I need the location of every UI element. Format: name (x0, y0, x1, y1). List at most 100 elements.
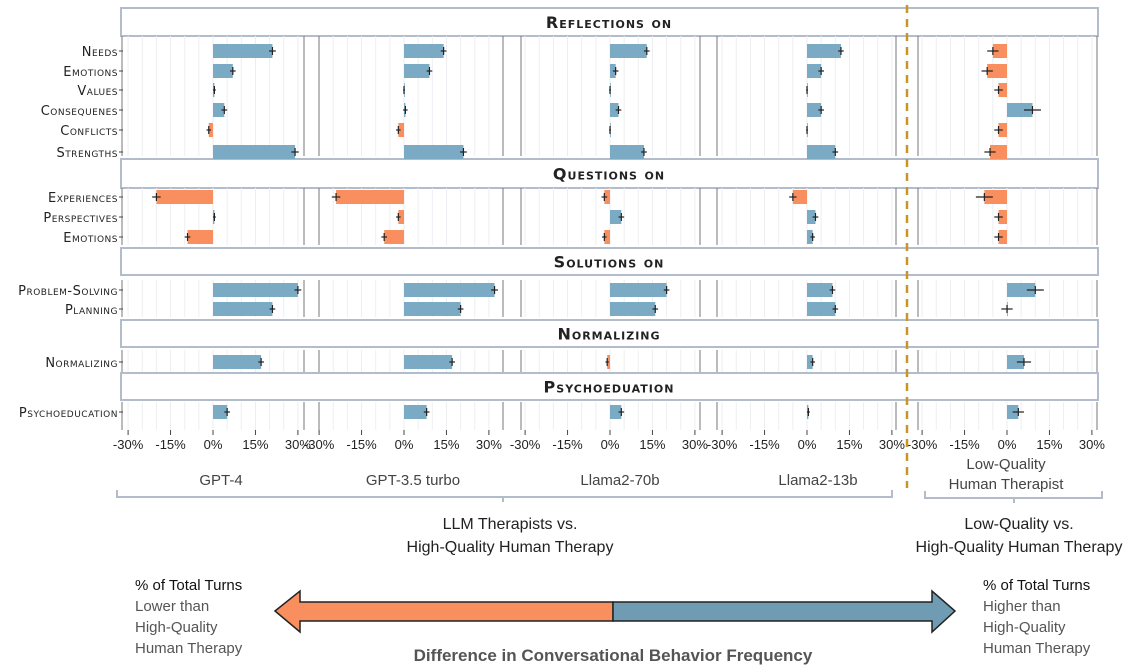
x-tick-label: 0% (998, 437, 1017, 452)
x-tick-label: 30% (285, 437, 311, 452)
x-tick-label: -15% (155, 437, 186, 452)
x-tick-label: 15% (242, 437, 268, 452)
bar-strengths-2 (610, 145, 644, 159)
panel-name-2: Llama2-70b (580, 472, 659, 489)
panel-4-4 (917, 402, 1098, 430)
panel-4-3 (716, 402, 897, 430)
legend-left-line2: High-Quality (135, 619, 218, 636)
panel-0-4 (917, 36, 1098, 159)
x-tick-label: 15% (639, 437, 665, 452)
bar-problem-solving-2 (610, 283, 667, 297)
section-banner-4 (120, 372, 1099, 401)
arrow-lower (273, 589, 614, 634)
row-label: Conflicts (60, 124, 118, 139)
row-label: Strengths (56, 146, 118, 161)
bar-experiences-2 (604, 190, 610, 204)
bar-emotions-4 (987, 64, 1007, 78)
bar-normalizing-3 (807, 355, 813, 369)
x-tick-label: 30% (682, 437, 708, 452)
bar-emotions-2 (610, 64, 616, 78)
x-tick-label: -30% (907, 437, 938, 452)
panel-0-2 (520, 36, 701, 159)
panel-0-1 (318, 36, 504, 159)
section-title-2: Solutions on (554, 253, 665, 272)
x-tick-label: -15% (552, 437, 583, 452)
row-label: Problem-Solving (18, 284, 118, 299)
bar-planning-2 (610, 302, 656, 316)
panel-4-2 (520, 402, 701, 430)
row-label: Perspectives (43, 211, 118, 226)
panel-1-3 (716, 188, 897, 245)
bar-psychoeducation-2 (610, 405, 622, 419)
x-tick-label: 30% (1079, 437, 1105, 452)
panel-name-0: GPT-4 (199, 472, 242, 489)
bar-consequenes-4 (1007, 103, 1033, 117)
panel-name-1: GPT-3.5 turbo (366, 472, 460, 489)
legend-right-line2: High-Quality (983, 619, 1066, 636)
x-tick-label: 15% (1036, 437, 1062, 452)
bar-problem-solving-1 (404, 283, 495, 297)
x-tick-label: 30% (476, 437, 502, 452)
x-tick-label: -15% (346, 437, 377, 452)
panel-2-3 (716, 280, 897, 317)
bar-problem-solving-3 (807, 283, 833, 297)
bar-emotions-3 (807, 64, 822, 78)
bar-needs-0 (213, 44, 273, 58)
panel-4-1 (318, 402, 504, 430)
row-label: Emotions (63, 65, 118, 80)
section-banner-3 (120, 319, 1099, 348)
panel-0-3 (716, 36, 897, 159)
panel-name-4a: Low-Quality (966, 456, 1046, 473)
legend-left-head: % of Total Turns (135, 577, 242, 594)
panel-name-3: Llama2-13b (778, 472, 857, 489)
panel-1-0 (121, 188, 305, 245)
legend-left-line3: Human Therapy (135, 640, 243, 657)
panel-3-1 (318, 350, 504, 372)
bar-normalizing-0 (213, 355, 262, 369)
x-tick-label: -30% (113, 437, 144, 452)
legend-right-line3: Human Therapy (983, 640, 1091, 657)
section-title-4: Psychoeduation (544, 378, 675, 397)
bar-strengths-1 (404, 145, 464, 159)
bar-experiences-0 (156, 190, 213, 204)
section-title-3: Normalizing (557, 325, 660, 344)
panel-name-4b: Human Therapist (949, 476, 1065, 493)
panel-2-4 (917, 280, 1098, 317)
bar-experiences-1 (336, 190, 404, 204)
bar-perspectives-2 (610, 210, 622, 224)
legend-left-highlight: Lower than (135, 598, 209, 615)
bar-strengths-4 (990, 145, 1007, 159)
panel-1-1 (318, 188, 504, 245)
x-tick-label: -30% (510, 437, 541, 452)
panel-3-0 (121, 350, 305, 372)
row-label: Psychoeducation (19, 406, 118, 421)
panel-2-1 (318, 280, 504, 317)
row-label: Experiences (48, 191, 118, 206)
x-tick-label: 0% (798, 437, 817, 452)
x-tick-label: 0% (601, 437, 620, 452)
bar-planning-1 (404, 302, 461, 316)
bar-consequenes-0 (213, 103, 225, 117)
row-label: Needs (82, 45, 118, 60)
bar-strengths-0 (213, 145, 296, 159)
x-tick-label: 15% (433, 437, 459, 452)
row-label: Planning (65, 303, 118, 318)
bar-planning-0 (213, 302, 273, 316)
panel-3-2 (520, 350, 701, 372)
panel-1-2 (520, 188, 701, 245)
group-right-line1: Low-Quality vs. (964, 516, 1073, 533)
panel-0-0 (121, 36, 305, 159)
bar-planning-3 (807, 302, 836, 316)
panel-1-4 (917, 188, 1098, 245)
bar-problem-solving-4 (1007, 283, 1036, 297)
bar-emotions-2 (604, 230, 610, 244)
row-label: Normalizing (45, 356, 118, 371)
bar-strengths-3 (807, 145, 836, 159)
bar-experiences-4 (984, 190, 1007, 204)
x-tick-label: 30% (879, 437, 905, 452)
panel-3-4 (917, 350, 1098, 372)
row-label: Emotions (63, 231, 118, 246)
x-tick-label: -15% (949, 437, 980, 452)
panel-2-0 (121, 280, 305, 317)
